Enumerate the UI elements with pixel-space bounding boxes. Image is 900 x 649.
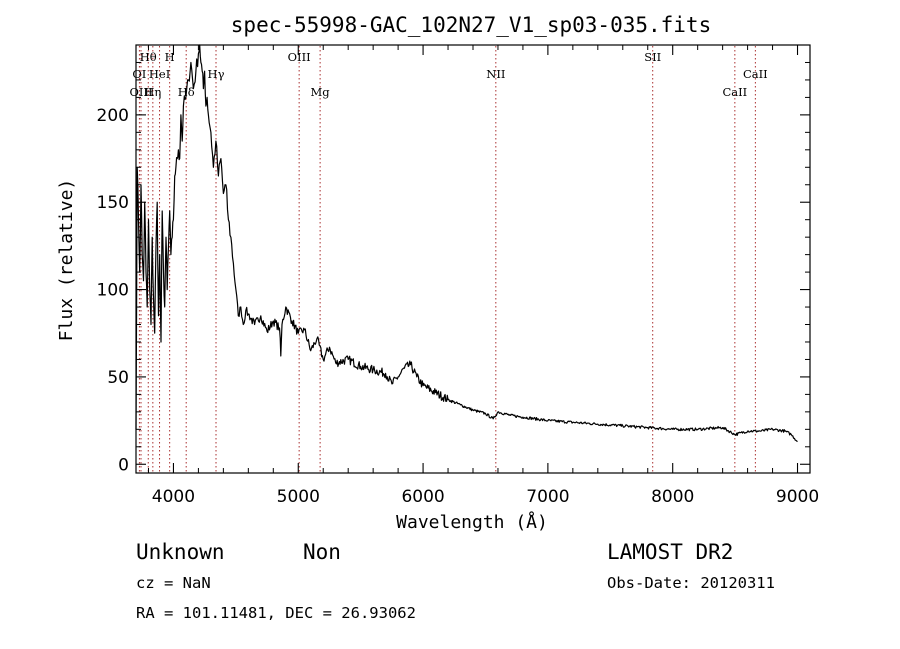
x-tick-label: 4000: [152, 487, 195, 507]
x-tick-label: 6000: [401, 487, 444, 507]
marker-label: CaII: [722, 85, 747, 99]
x-tick-label: 8000: [651, 487, 694, 507]
marker-label: Hθ: [140, 50, 157, 64]
axis-ticks: 4000 5000 6000 7000 8000 9000 0 50 100 150 200: [97, 45, 819, 507]
x-tick-label: 5000: [277, 487, 320, 507]
marker-label: CaII: [743, 67, 768, 81]
observation-date: Obs-Date: 20120311: [607, 574, 775, 592]
y-axis-label: Flux (relative): [56, 179, 77, 342]
y-tick-label: 50: [107, 368, 129, 388]
marker-label: HeI: [149, 67, 170, 81]
marker-label: Mg: [311, 85, 331, 99]
marker-label: NII: [486, 67, 505, 81]
x-axis-label: Wavelength (Å): [396, 511, 548, 533]
object-subclass: Non: [303, 540, 341, 564]
y-tick-label: 200: [97, 106, 129, 126]
survey-name: LAMOST DR2: [607, 540, 733, 564]
marker-label: OI: [132, 67, 146, 81]
x-tick-label: 7000: [526, 487, 569, 507]
plot-frame: [135, 44, 811, 474]
spectrum-line: [135, 44, 798, 443]
marker-label: Hη: [144, 85, 161, 99]
marker-label: OIII: [288, 50, 311, 64]
redshift-cz: cz = NaN: [136, 574, 211, 592]
coordinates: RA = 101.11481, DEC = 26.93062: [136, 604, 416, 622]
object-class: Unknown: [136, 540, 225, 564]
marker-label: SII: [644, 50, 661, 64]
marker-label: Hγ: [208, 67, 225, 81]
chart-title: spec-55998-GAC_102N27_V1_sp03-035.fits: [231, 13, 711, 37]
marker-label: H: [165, 50, 175, 64]
y-tick-label: 0: [118, 455, 129, 475]
y-tick-label: 150: [97, 193, 129, 213]
x-tick-label: 9000: [776, 487, 819, 507]
y-tick-label: 100: [97, 281, 129, 301]
marker-label: OIII: [129, 85, 152, 99]
